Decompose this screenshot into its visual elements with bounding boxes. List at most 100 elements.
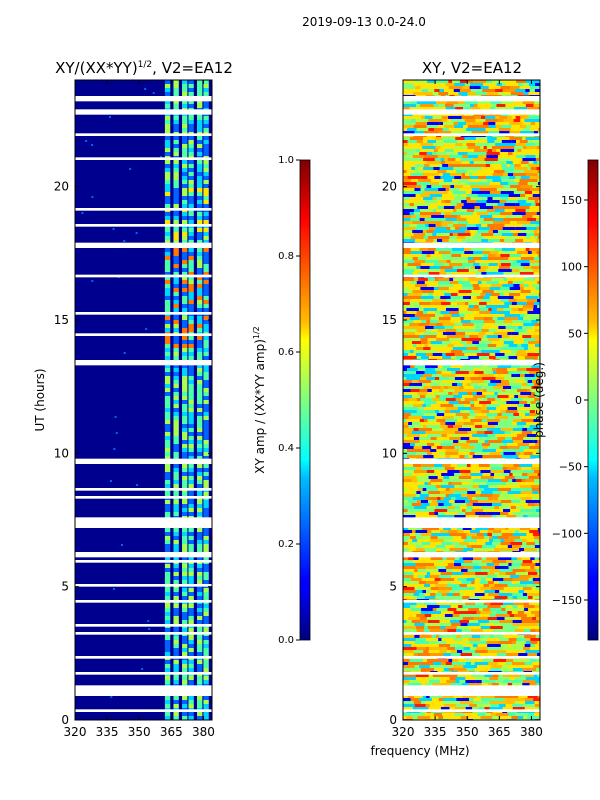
phase-heatmap-cell	[403, 260, 415, 263]
phase-heatmap-cell	[467, 260, 476, 263]
phase-heatmap-cell	[504, 617, 515, 620]
phase-heatmap-cell	[501, 473, 510, 476]
phase-heatmap-cell	[475, 137, 488, 140]
amplitude-heatmap-cell	[164, 424, 171, 428]
phase-heatmap-cell	[519, 446, 530, 449]
amplitude-heatmap-cell	[188, 424, 194, 428]
amplitude-heatmap-cell	[173, 492, 179, 496]
phase-heatmap-cell	[456, 218, 467, 221]
phase-heatmap-cell	[457, 650, 463, 653]
phase-heatmap-cell	[474, 140, 488, 143]
amplitude-heatmap-cell	[173, 144, 179, 148]
amplitude-heatmap-cell	[182, 128, 188, 132]
phase-heatmap-cell	[486, 194, 493, 197]
phase-heatmap-cell	[459, 386, 464, 389]
amplitude-flag-band	[75, 109, 212, 115]
phase-heatmap-cell	[502, 707, 513, 710]
phase-heatmap-cell	[423, 137, 436, 140]
phase-heatmap-cell	[533, 581, 540, 584]
phase-heatmap-cell	[504, 155, 517, 158]
phase-heatmap-cell	[421, 116, 425, 119]
phase-heatmap-cell	[415, 86, 421, 89]
amplitude-heatmap-speck	[129, 168, 132, 170]
phase-heatmap-cell	[482, 446, 489, 449]
amplitude-colorbar: 0.00.20.40.60.81.0 XY amp / (XX*YY amp)1…	[252, 155, 311, 646]
amplitude-heatmap-cell	[197, 100, 203, 104]
phase-heatmap-cell	[450, 650, 458, 653]
phase-heatmap-cell	[521, 416, 534, 419]
phase-heatmap-cell	[502, 701, 506, 704]
amplitude-heatmap-cell	[164, 260, 171, 264]
amplitude-heatmap-cell	[173, 548, 179, 552]
phase-heatmap-cell	[416, 182, 431, 185]
amplitude-heatmap-cell	[188, 448, 194, 452]
phase-heatmap-cell	[434, 563, 448, 566]
amplitude-heatmap-cell	[197, 424, 203, 428]
phase-heatmap-cell	[511, 140, 517, 143]
phase-heatmap-cell	[428, 89, 435, 92]
phase-heatmap-cell	[524, 629, 531, 632]
phase-heatmap-cell	[455, 143, 463, 146]
phase-heatmap-cell	[508, 713, 516, 716]
phase-heatmap-cell	[510, 431, 514, 434]
amplitude-heatmap-cell	[203, 184, 209, 188]
amplitude-heatmap-cell	[182, 564, 188, 568]
phase-heatmap-cell	[427, 626, 441, 629]
phase-heatmap-cell	[433, 230, 448, 233]
phase-heatmap-cell	[443, 536, 454, 539]
phase-heatmap-cell	[532, 185, 538, 188]
amplitude-heatmap-cell	[197, 640, 203, 644]
phase-heatmap-cell	[538, 386, 540, 389]
phase-heatmap-cell	[515, 479, 522, 482]
phase-flag-band	[403, 552, 540, 558]
phase-heatmap-cell	[403, 203, 410, 206]
amplitude-heatmap-cell	[197, 172, 203, 176]
phase-heatmap-cell	[491, 278, 497, 281]
amplitude-heatmap-cell	[164, 616, 171, 620]
phase-heatmap-cell	[485, 659, 494, 662]
phase-heatmap-cell	[413, 470, 427, 473]
phase-heatmap-cell	[472, 707, 479, 710]
phase-heatmap-cell	[504, 476, 515, 479]
phase-heatmap-cell	[436, 236, 450, 239]
amplitude-heatmap-cell	[164, 512, 171, 516]
phase-heatmap-cell	[452, 542, 460, 545]
phase-heatmap-cell	[528, 602, 538, 605]
phase-heatmap-cell	[475, 260, 487, 263]
phase-heatmap-cell	[406, 377, 421, 380]
phase-heatmap-cell	[531, 392, 535, 395]
phase-heatmap-cell	[503, 92, 511, 95]
phase-heatmap-cell	[475, 680, 482, 683]
amplitude-heatmap-cell	[164, 456, 171, 460]
phase-heatmap-cell	[490, 467, 503, 470]
phase-heatmap-cell	[486, 92, 498, 95]
phase-heatmap-cell	[517, 197, 529, 200]
phase-heatmap-cell	[451, 314, 460, 317]
amplitude-heatmap-cell	[182, 592, 188, 596]
phase-heatmap-cell	[528, 608, 540, 611]
phase-heatmap-cell	[403, 200, 412, 203]
phase-heatmap-cell	[403, 437, 414, 440]
phase-heatmap-cell	[488, 383, 497, 386]
phase-heatmap-cell	[460, 653, 473, 656]
phase-heatmap-cell	[511, 488, 524, 491]
phase-heatmap-cell	[455, 371, 469, 374]
phase-heatmap-cell	[515, 290, 521, 293]
phase-heatmap-cell	[445, 104, 454, 107]
phase-heatmap-cell	[410, 299, 424, 302]
phase-heatmap-cell	[453, 149, 464, 152]
phase-heatmap-cell	[403, 353, 409, 356]
phase-heatmap-cell	[471, 659, 483, 662]
phase-heatmap-cell	[507, 332, 512, 335]
amplitude-heatmap-cell	[182, 648, 188, 652]
amplitude-heatmap-cell	[203, 588, 209, 592]
phase-heatmap-cell	[455, 413, 470, 416]
phase-heatmap-cell	[440, 296, 451, 299]
phase-heatmap-cell	[492, 230, 499, 233]
amplitude-heatmap-cell	[188, 528, 194, 532]
amplitude-heatmap-cell	[203, 608, 209, 612]
phase-heatmap-cell	[478, 332, 486, 335]
phase-heatmap-cell	[520, 119, 525, 122]
phase-heatmap-cell	[478, 515, 493, 518]
phase-heatmap-cell	[467, 392, 472, 395]
